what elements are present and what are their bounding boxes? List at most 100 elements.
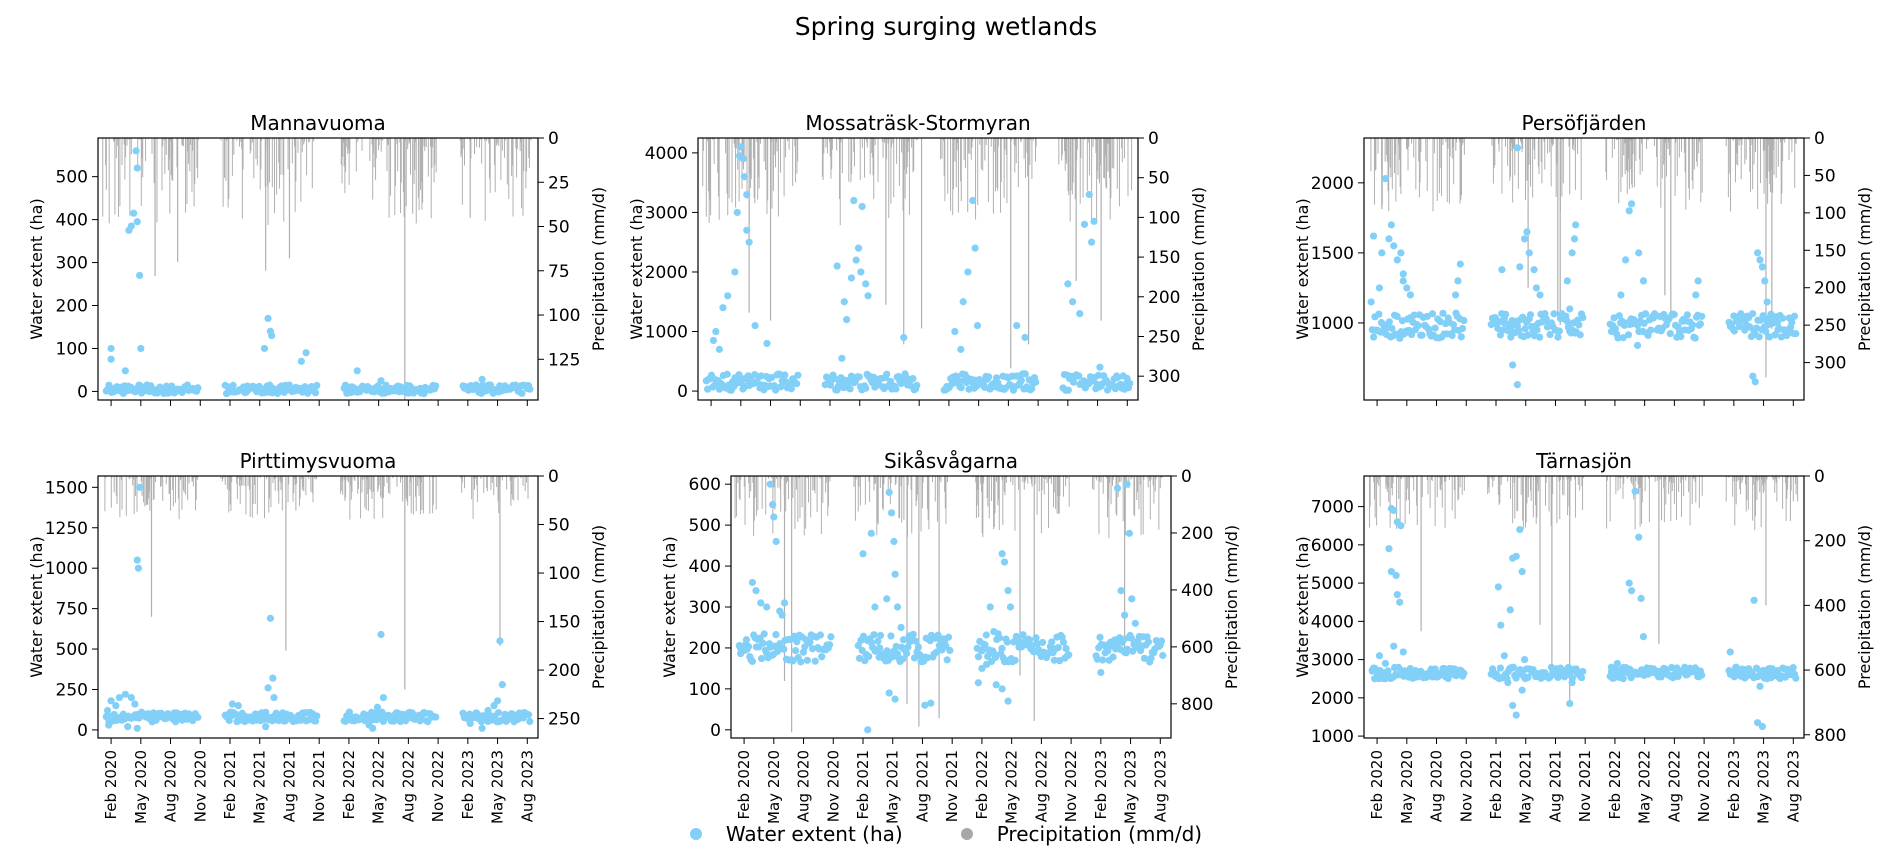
water-point — [870, 631, 878, 639]
water-point — [1763, 675, 1771, 683]
water-point — [1369, 232, 1378, 240]
y-tick-label: 7000 — [1311, 498, 1354, 518]
precipitation-series — [1368, 476, 1799, 703]
water-point — [1694, 277, 1702, 285]
water-point — [1375, 652, 1384, 660]
water-point — [1392, 571, 1400, 580]
legend-label-precip: Precipitation (mm/d) — [996, 822, 1203, 846]
water-point — [1013, 321, 1021, 330]
water-point — [1730, 327, 1738, 335]
water-point — [854, 244, 863, 252]
water-point — [137, 344, 145, 353]
y2-tick-label: 150 — [1814, 241, 1846, 261]
y2-tick-label: 200 — [1148, 288, 1180, 308]
x-tick-label: May 2021 — [1517, 750, 1535, 824]
y-tick-label: 3000 — [1311, 651, 1354, 671]
water-point — [982, 631, 990, 639]
water-point — [1617, 291, 1625, 299]
water-point — [1754, 249, 1762, 257]
water-point — [1428, 310, 1437, 318]
plot-frame — [97, 475, 539, 739]
water-point — [1520, 235, 1529, 243]
y2-tick-label: 0 — [1148, 129, 1159, 149]
figure-title: Spring surging wetlands — [794, 12, 1098, 41]
y2-tick-label: 400 — [1814, 596, 1846, 616]
water-point — [127, 693, 135, 702]
water-point — [1393, 590, 1401, 599]
x-tick-label: Aug 2020 — [1428, 750, 1446, 822]
y-tick-label: 300 — [56, 254, 88, 274]
water-point — [1460, 669, 1468, 677]
water-point — [1666, 329, 1674, 338]
water-point — [269, 674, 277, 682]
x-tick-label: May 2021 — [884, 750, 902, 824]
water-point — [743, 226, 751, 234]
water-point — [353, 367, 361, 375]
water-point — [1006, 603, 1015, 611]
water-point — [909, 374, 917, 383]
water-point — [1536, 333, 1544, 341]
water-point — [1749, 310, 1757, 318]
water-point — [1568, 249, 1576, 257]
subplot-title: Tärnasjön — [1535, 449, 1632, 473]
water-point — [862, 280, 870, 288]
water-point — [1792, 674, 1800, 682]
water-point — [1611, 325, 1619, 333]
water-point — [1615, 312, 1623, 320]
subplot: 0 100 200 300 400 500 600 0 200 400 600 800 Feb 2020… — [660, 449, 1241, 824]
water-point — [229, 381, 237, 389]
water-point — [867, 529, 875, 537]
water-point — [1504, 678, 1512, 687]
water-point — [1017, 376, 1025, 385]
plot-frame — [97, 137, 539, 401]
water-point — [769, 501, 777, 509]
water-point — [780, 599, 789, 607]
precipitation-series — [734, 476, 1163, 733]
water-point — [1570, 235, 1579, 243]
x-tick-label: Feb 2021 — [221, 750, 239, 820]
water-point — [478, 724, 486, 732]
water-point — [1513, 380, 1522, 389]
y-axis-label: Water extent (ha) — [660, 536, 679, 677]
water-point — [1762, 327, 1770, 335]
water-point — [1523, 228, 1531, 236]
water-point — [1624, 331, 1633, 339]
water-point — [1524, 331, 1532, 339]
y-tick-label: 1500 — [45, 478, 88, 498]
water-point — [973, 321, 982, 330]
water-point — [311, 389, 320, 397]
water-point — [228, 700, 236, 708]
x-tick-label: Feb 2022 — [973, 750, 991, 820]
water-point — [787, 385, 795, 393]
water-point — [1444, 674, 1452, 683]
water-point — [723, 370, 731, 378]
water-point — [1613, 659, 1621, 668]
x-tick-label: Nov 2021 — [1576, 750, 1594, 822]
x-tick-label: Feb 2021 — [1487, 750, 1505, 820]
water-point — [1381, 659, 1390, 668]
water-point — [1403, 284, 1411, 292]
water-point — [789, 657, 797, 665]
water-point — [957, 345, 965, 353]
plot-frame — [1363, 137, 1805, 401]
water-point — [743, 190, 751, 199]
water-point — [914, 643, 923, 651]
y2-tick-label: 100 — [548, 306, 580, 326]
water-point — [1579, 667, 1587, 676]
water-point — [1625, 207, 1633, 215]
water-point — [1506, 606, 1514, 614]
water-point — [724, 292, 732, 300]
water-point — [906, 637, 915, 645]
x-tick-label: Nov 2021 — [310, 750, 328, 822]
y-tick-label: 3000 — [645, 203, 688, 223]
water-point — [133, 724, 141, 732]
x-tick-label: Aug 2020 — [795, 750, 813, 822]
water-extent-series — [735, 480, 1167, 734]
water-point — [1387, 221, 1395, 229]
water-point — [959, 298, 967, 306]
water-point — [818, 653, 826, 661]
water-point — [794, 371, 802, 379]
water-point — [733, 208, 741, 217]
y-tick-label: 250 — [56, 680, 88, 700]
water-point — [1509, 663, 1518, 671]
